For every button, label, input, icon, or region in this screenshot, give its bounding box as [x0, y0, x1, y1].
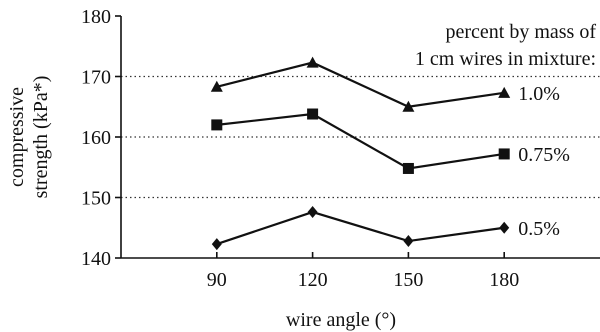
series-label-1: 0.75%: [518, 144, 570, 166]
series-label-0: 1.0%: [518, 83, 560, 105]
axes: [115, 15, 600, 259]
series-0: 1.0%: [210, 56, 560, 112]
grid: [121, 75, 600, 199]
series-1: 0.75%: [211, 108, 570, 174]
point-0-2: [402, 100, 415, 112]
y-tick-label-160: 160: [81, 127, 111, 149]
point-2-1: [307, 206, 318, 219]
series-line-2: [216, 210, 505, 246]
point-2-2: [403, 235, 414, 248]
x-tick-label-180: 180: [489, 269, 519, 291]
y-axis-title-line2: strength (kPa*): [30, 76, 52, 199]
point-1-1: [307, 108, 319, 120]
point-1-0: [211, 119, 223, 131]
x-axis-title: wire angle (°): [286, 309, 396, 331]
legend-title-line1: percent by mass of: [445, 21, 596, 43]
y-tick-label-180: 180: [81, 6, 111, 28]
point-0-0: [210, 80, 223, 92]
series-line-1: [216, 112, 505, 170]
point-0-3: [498, 86, 511, 98]
y-tick-label-140: 140: [81, 248, 111, 270]
point-2-3: [499, 221, 510, 234]
series-lines: 1.0% 0.75% 0.5%: [210, 56, 570, 251]
point-0-1: [306, 56, 319, 68]
point-2-0: [211, 238, 222, 251]
legend-title: percent by mass of 1 cm wires in mixture…: [415, 21, 596, 70]
y-tick-labels: 140 150 160 170 180: [81, 6, 111, 270]
y-axis-title: compressive strength (kPa*): [6, 76, 52, 199]
legend-title-line2: 1 cm wires in mixture:: [415, 48, 596, 70]
x-tick-label-150: 150: [393, 269, 423, 291]
series-label-2: 0.5%: [518, 218, 560, 240]
y-axis-title-line1: compressive: [6, 87, 28, 187]
series-2: 0.5%: [211, 206, 560, 251]
y-tick-label-170: 170: [81, 67, 111, 89]
x-tick-label-120: 120: [298, 269, 328, 291]
x-tick-labels: 90 120 150 180: [207, 269, 519, 291]
y-tick-label-150: 150: [81, 188, 111, 210]
point-1-2: [402, 162, 414, 174]
x-tick-label-90: 90: [207, 269, 227, 291]
point-1-3: [498, 148, 510, 160]
series-line-0: [216, 61, 505, 108]
